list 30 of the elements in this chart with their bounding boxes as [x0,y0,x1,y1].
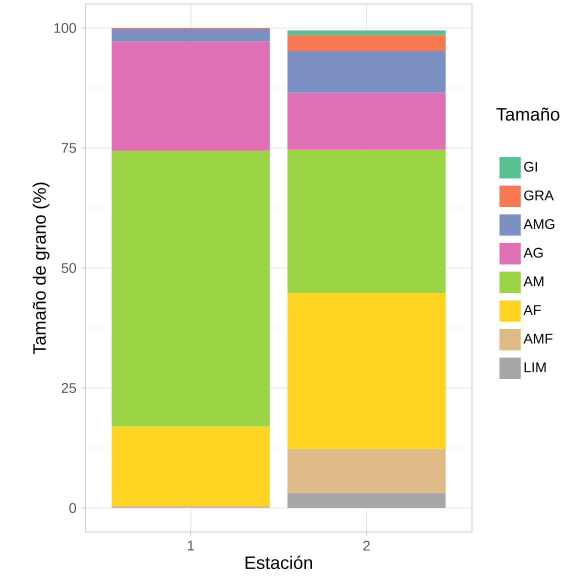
bar [288,448,446,494]
bar [112,426,270,506]
bar [288,493,446,508]
bar [288,92,446,150]
legend-label: GI [524,162,538,172]
x-axis-title: Estación [246,556,312,570]
y-tick-label: 25 [62,383,76,393]
legend-label: AG [524,248,543,258]
bar [288,30,446,36]
bar [288,51,446,93]
legend-label: AMF [524,334,553,344]
y-tick-label: 0 [70,503,76,513]
y-tick-label: 100 [54,23,76,33]
y-tick-label: 75 [62,143,76,153]
x-tick-label: 2 [364,540,370,550]
bar [288,35,446,52]
bar [112,28,270,42]
bar [112,41,270,151]
legend-label: GRA [524,190,554,200]
y-tick-label: 50 [62,263,76,273]
bar [288,292,446,449]
y-axis-title: Tamaño de grano (%) [32,182,50,354]
legend-title: Tamaño [496,108,560,121]
legend-label: AF [524,305,541,315]
legend-label: AM [524,276,544,286]
legend-label: AMG [524,219,554,230]
bar [112,150,270,426]
legend-label: LIM [524,362,546,372]
x-tick-label: 1 [188,540,194,550]
bar [288,150,446,293]
